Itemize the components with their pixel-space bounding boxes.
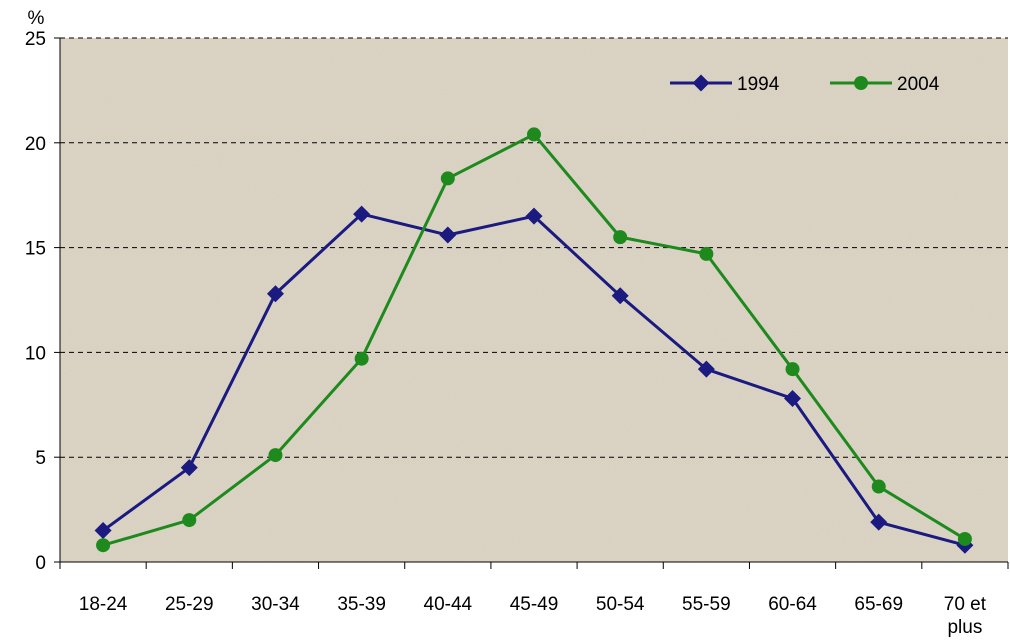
x-tick-label: 55-59 [682,594,731,615]
circle-data-point [699,246,714,261]
x-tick-label: 30-34 [251,594,300,615]
series-1994 [94,205,974,554]
legend-circle-marker [854,76,868,90]
circle-data-point [354,351,369,366]
circle-data-point [96,538,111,553]
legend: 1994 2004 [670,74,940,95]
y-tick-label: 0 [35,553,46,574]
x-tick-label: 45-49 [510,594,559,615]
diamond-data-point [353,205,371,223]
axes: 0 5 10 15 20 25% 18-24 25-29 30-34 35-39 40-44 45-4… [25,8,1009,638]
x-tick-label: 70 et plus [944,594,987,638]
diamond-data-point [697,360,715,378]
x-tick-label: 50-54 [596,594,645,615]
diamond-data-point [784,390,802,408]
circle-data-point [871,479,886,494]
y-tick-label: 15 [25,239,46,260]
y-axis-unit-label: % [28,8,45,29]
series-2004 [96,127,972,553]
x-tick-label: 18-24 [79,594,128,615]
y-tick-label: 25 [25,29,46,50]
diamond-data-point [525,207,543,225]
diamond-data-point [266,285,284,303]
circle-data-point [182,513,197,528]
x-tick-label: 65-69 [854,594,903,615]
y-tick-label: 20 [25,134,46,155]
circle-data-point [268,448,283,463]
legend-diamond-marker [692,74,710,92]
circle-data-point [785,362,800,377]
circle-data-point [957,531,972,546]
diamond-data-point [439,226,457,244]
x-tick-label: 40-44 [424,594,473,615]
x-tick-label: 25-29 [165,594,214,615]
circle-data-point [527,127,541,142]
x-tick-label: 60-64 [768,594,817,615]
circle-data-point [440,171,455,186]
legend-label: 2004 [897,74,940,95]
y-tick-label: 5 [35,448,46,469]
legend-item-1994: 1994 [670,74,780,95]
legend-label: 1994 [737,74,780,95]
y-tick-label: 10 [25,343,46,364]
diamond-data-point [94,522,112,540]
legend-item-2004: 2004 [830,74,940,95]
diamond-data-point [611,287,629,305]
plot-area [60,38,1008,562]
diamond-data-point [870,513,888,531]
series-group [94,127,974,554]
diamond-data-point [180,459,198,477]
circle-data-point [613,230,628,245]
x-tick-label: 35-39 [337,594,386,615]
